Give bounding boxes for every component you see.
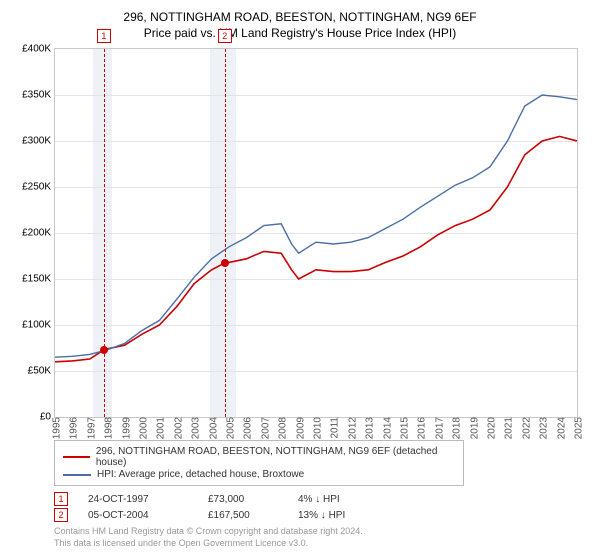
x-tick-label: 2014: [378, 417, 393, 439]
event-marker: 1: [54, 492, 68, 506]
footer-attribution: Contains HM Land Registry data © Crown c…: [54, 526, 586, 549]
legend-row: HPI: Average price, detached house, Brox…: [63, 469, 455, 480]
events-table: 1 24-OCT-1997 £73,000 4% ↓ HPI 2 05-OCT-2004 £…: [54, 492, 586, 522]
event-price: £167,500: [208, 510, 278, 521]
x-tick-label: 2012: [343, 417, 358, 439]
x-tick-label: 2019: [465, 417, 480, 439]
y-tick-label: £300K: [22, 136, 55, 147]
y-tick-label: £350K: [22, 90, 55, 101]
y-tick-label: £50K: [28, 366, 55, 377]
event-line: [225, 49, 226, 417]
x-tick-label: 1998: [100, 417, 115, 439]
legend-swatch: [63, 456, 90, 458]
x-tick-label: 2024: [552, 417, 567, 439]
plot-area: £0£50K£100K£150K£200K£250K£300K£350K£400…: [54, 48, 578, 418]
x-tick-label: 2003: [187, 417, 202, 439]
x-tick-label: 2009: [291, 417, 306, 439]
x-tick-label: 2007: [256, 417, 271, 439]
legend-label: HPI: Average price, detached house, Brox…: [97, 469, 304, 480]
x-tick-label: 2015: [396, 417, 411, 439]
x-tick-label: 2000: [135, 417, 150, 439]
legend-box: 296, NOTTINGHAM ROAD, BEESTON, NOTTINGHA…: [54, 440, 464, 486]
x-tick-label: 1996: [65, 417, 80, 439]
x-tick-label: 1997: [82, 417, 97, 439]
event-line: [104, 49, 105, 417]
event-price: £73,000: [208, 494, 278, 505]
x-tick-label: 2016: [413, 417, 428, 439]
event-marker-box: 1: [97, 29, 111, 43]
event-dot: [221, 259, 229, 267]
x-tick-label: 2004: [204, 417, 219, 439]
y-tick-label: £200K: [22, 228, 55, 239]
event-marker: 2: [54, 508, 68, 522]
event-row: 1 24-OCT-1997 £73,000 4% ↓ HPI: [54, 492, 586, 506]
chart-lines-svg: [55, 49, 577, 417]
x-tick-label: 2008: [274, 417, 289, 439]
legend-label: 296, NOTTINGHAM ROAD, BEESTON, NOTTINGHA…: [96, 446, 455, 468]
legend-swatch: [63, 474, 91, 476]
x-tick-label: 2001: [152, 417, 167, 439]
x-tick-label: 2013: [361, 417, 376, 439]
x-tick-label: 1999: [117, 417, 132, 439]
x-tick-label: 2010: [309, 417, 324, 439]
x-tick-label: 1995: [48, 417, 63, 439]
event-diff: 13% ↓ HPI: [298, 510, 388, 521]
chart-title-line1: 296, NOTTINGHAM ROAD, BEESTON, NOTTINGHA…: [14, 10, 586, 24]
y-tick-label: £100K: [22, 320, 55, 331]
x-tick-label: 2025: [570, 417, 585, 439]
x-tick-label: 2005: [222, 417, 237, 439]
y-tick-label: £400K: [22, 44, 55, 55]
event-date: 24-OCT-1997: [88, 494, 188, 505]
event-dot: [100, 346, 108, 354]
footer-line2: This data is licensed under the Open Gov…: [54, 538, 586, 550]
x-tick-label: 2011: [326, 417, 341, 439]
series-hpi: [55, 95, 577, 357]
x-tick-label: 2006: [239, 417, 254, 439]
event-diff: 4% ↓ HPI: [298, 494, 388, 505]
event-row: 2 05-OCT-2004 £167,500 13% ↓ HPI: [54, 508, 586, 522]
legend-row: 296, NOTTINGHAM ROAD, BEESTON, NOTTINGHA…: [63, 446, 455, 468]
event-marker-box: 2: [218, 29, 232, 43]
y-tick-label: £250K: [22, 182, 55, 193]
x-tick-label: 2002: [169, 417, 184, 439]
x-tick-label: 2023: [535, 417, 550, 439]
chart-container: 296, NOTTINGHAM ROAD, BEESTON, NOTTINGHA…: [0, 0, 600, 560]
event-date: 05-OCT-2004: [88, 510, 188, 521]
footer-line1: Contains HM Land Registry data © Crown c…: [54, 526, 586, 538]
x-tick-label: 2020: [483, 417, 498, 439]
x-tick-label: 2022: [517, 417, 532, 439]
x-tick-label: 2021: [500, 417, 515, 439]
x-tick-label: 2018: [448, 417, 463, 439]
series-price_paid: [55, 136, 577, 361]
x-tick-label: 2017: [430, 417, 445, 439]
y-tick-label: £150K: [22, 274, 55, 285]
